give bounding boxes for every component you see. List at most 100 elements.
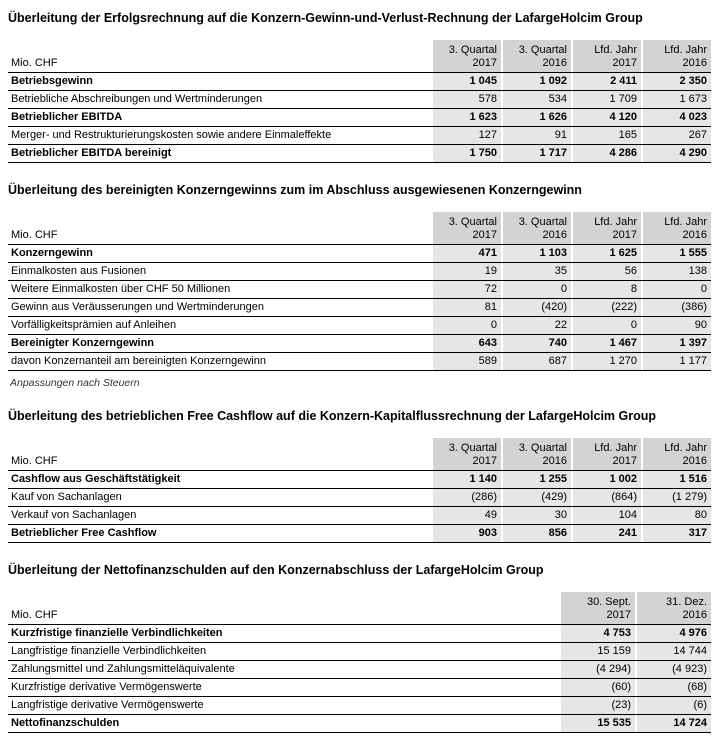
- unit-label: Mio. CHF: [8, 211, 431, 245]
- cell-value: 4 753: [559, 624, 635, 643]
- cell-value: 127: [431, 126, 501, 145]
- cell-value: (4 294): [559, 660, 635, 679]
- row-label: Cashflow aus Geschäftstätigkeit: [8, 470, 431, 489]
- cell-value: 0: [571, 316, 641, 335]
- cell-value: (420): [501, 298, 571, 317]
- section-title: Überleitung des bereinigten Konzerngewin…: [8, 182, 582, 197]
- cell-value: 643: [431, 334, 501, 353]
- cell-value: (6): [635, 696, 711, 715]
- table-row: Einmalkosten aus Fusionen 19 35 56 138: [8, 262, 711, 281]
- cell-value: 1 516: [641, 470, 711, 489]
- table-row: Nettofinanzschulden 15 535 14 724: [8, 714, 711, 733]
- cell-value: 80: [641, 506, 711, 525]
- header-row: Mio. CHF 3. Quartal 2017 3. Quartal 2016 Lfd.…: [8, 211, 711, 245]
- table-row: davon Konzernanteil am bereinigten Konze…: [8, 352, 711, 371]
- cell-value: 30: [501, 506, 571, 525]
- row-label: Langfristige finanzielle Verbindlichkeit…: [8, 642, 559, 661]
- column-header: Lfd. Jahr 2016: [641, 39, 711, 73]
- row-label: Langfristige derivative Vermögenswerte: [8, 696, 559, 715]
- table-row: Kurzfristige finanzielle Verbindlichkeit…: [8, 624, 711, 643]
- column-header: 3. Quartal 2016: [501, 39, 571, 73]
- row-label: Kauf von Sachanlagen: [8, 488, 431, 507]
- cell-value: 4 023: [641, 108, 711, 127]
- cell-value: 1 397: [641, 334, 711, 353]
- report-section: Überleitung der Erfolgsrechnung auf die …: [8, 10, 711, 163]
- cell-value: 104: [571, 506, 641, 525]
- cell-value: 267: [641, 126, 711, 145]
- cell-value: 14 744: [635, 642, 711, 661]
- column-header: 3. Quartal 2017: [431, 437, 501, 471]
- cell-value: 90: [641, 316, 711, 335]
- row-label: Betrieblicher EBITDA bereinigt: [8, 144, 431, 163]
- cell-value: (864): [571, 488, 641, 507]
- table-row: Merger- und Restrukturierungskosten sowi…: [8, 126, 711, 145]
- row-label: Kurzfristige finanzielle Verbindlichkeit…: [8, 624, 559, 643]
- cell-value: (60): [559, 678, 635, 697]
- table-row: Bereinigter Konzerngewinn 643 740 1 467 1 39…: [8, 334, 711, 353]
- row-label: Nettofinanzschulden: [8, 714, 559, 733]
- cell-value: 471: [431, 244, 501, 263]
- table-row: Verkauf von Sachanlagen 49 30 104 80: [8, 506, 711, 525]
- unit-label: Mio. CHF: [8, 591, 559, 625]
- cell-value: 589: [431, 352, 501, 371]
- cell-value: 81: [431, 298, 501, 317]
- cell-value: 0: [431, 316, 501, 335]
- row-label: Betriebsgewinn: [8, 72, 431, 91]
- cell-value: 687: [501, 352, 571, 371]
- cell-value: (1 279): [641, 488, 711, 507]
- row-label: davon Konzernanteil am bereinigten Konze…: [8, 352, 431, 371]
- cell-value: 165: [571, 126, 641, 145]
- cell-value: 1 255: [501, 470, 571, 489]
- section-title: Überleitung der Nettofinanzschulden auf …: [8, 562, 544, 577]
- cell-value: 91: [501, 126, 571, 145]
- column-header: Lfd. Jahr 2017: [571, 39, 641, 73]
- cell-value: 1 467: [571, 334, 641, 353]
- table-row: Zahlungsmittel und Zahlungsmitteläquival…: [8, 660, 711, 679]
- table-row: Cashflow aus Geschäftstätigkeit 1 140 1 25…: [8, 470, 711, 489]
- table-row: Vorfälligkeitsprämien auf Anleihen 0 22 0 90: [8, 316, 711, 335]
- cell-value: 1 626: [501, 108, 571, 127]
- header-row: Mio. CHF 3. Quartal 2017 3. Quartal 2016 Lfd.…: [8, 437, 711, 471]
- cell-value: (4 923): [635, 660, 711, 679]
- cell-value: (286): [431, 488, 501, 507]
- cell-value: 1 140: [431, 470, 501, 489]
- cell-value: 4 286: [571, 144, 641, 163]
- header-row: Mio. CHF 3. Quartal 2017 3. Quartal 2016 Lfd.…: [8, 39, 711, 73]
- cell-value: 317: [641, 524, 711, 543]
- cell-value: 14 724: [635, 714, 711, 733]
- data-table: Mio. CHF 3. Quartal 2017 3. Quartal 2016 Lfd.…: [8, 39, 711, 163]
- table-row: Gewinn aus Veräusserungen und Wertminder…: [8, 298, 711, 317]
- row-label: Weitere Einmalkosten über CHF 50 Million…: [8, 280, 431, 299]
- cell-value: 15 535: [559, 714, 635, 733]
- cell-value: 856: [501, 524, 571, 543]
- column-header: Lfd. Jahr 2017: [571, 211, 641, 245]
- table-row: Langfristige finanzielle Verbindlichkeit…: [8, 642, 711, 661]
- cell-value: 1 270: [571, 352, 641, 371]
- row-label: Konzerngewinn: [8, 244, 431, 263]
- table-row: Kauf von Sachanlagen (286) (429) (864) (1 27…: [8, 488, 711, 507]
- column-header: Lfd. Jahr 2016: [641, 437, 711, 471]
- cell-value: (222): [571, 298, 641, 317]
- cell-value: 1 673: [641, 90, 711, 109]
- cell-value: 1 623: [431, 108, 501, 127]
- table-row: Betrieblicher EBITDA bereinigt 1 750 1 717…: [8, 144, 711, 163]
- cell-value: 4 976: [635, 624, 711, 643]
- column-header: 3. Quartal 2017: [431, 39, 501, 73]
- cell-value: (68): [635, 678, 711, 697]
- column-header: 3. Quartal 2016: [501, 437, 571, 471]
- row-label: Einmalkosten aus Fusionen: [8, 262, 431, 281]
- cell-value: 1 045: [431, 72, 501, 91]
- cell-value: 19: [431, 262, 501, 281]
- table-row: Betriebliche Abschreibungen und Wertmind…: [8, 90, 711, 109]
- data-table: Mio. CHF 3. Quartal 2017 3. Quartal 2016 Lfd.…: [8, 437, 711, 543]
- cell-value: 1 103: [501, 244, 571, 263]
- cell-value: 4 120: [571, 108, 641, 127]
- row-label: Vorfälligkeitsprämien auf Anleihen: [8, 316, 431, 335]
- footnote: Anpassungen nach Steuern: [10, 376, 140, 389]
- row-label: Bereinigter Konzerngewinn: [8, 334, 431, 353]
- table-row: Langfristige derivative Vermögenswerte (2…: [8, 696, 711, 715]
- table-row: Kurzfristige derivative Vermögenswerte (6…: [8, 678, 711, 697]
- row-label: Merger- und Restrukturierungskosten sowi…: [8, 126, 431, 145]
- section-title: Überleitung des betrieblichen Free Cashf…: [8, 408, 657, 423]
